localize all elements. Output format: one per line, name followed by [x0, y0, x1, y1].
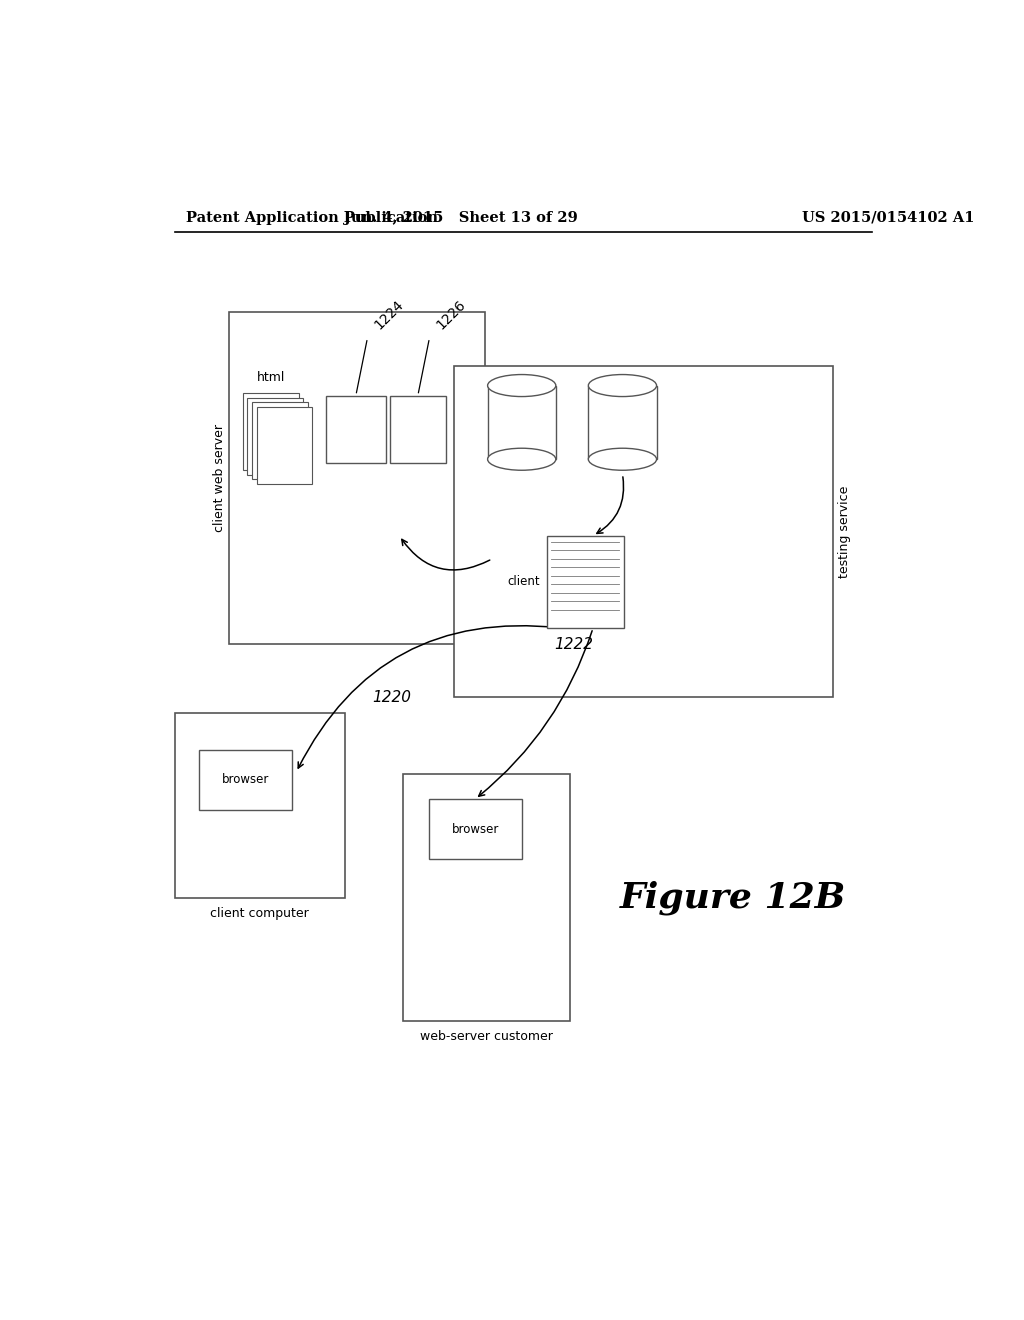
Bar [228, 313, 484, 644]
Text: 1222: 1222 [554, 638, 593, 652]
Ellipse shape [487, 449, 556, 470]
Bar [390, 396, 445, 463]
Bar [429, 799, 521, 859]
Bar [252, 403, 308, 479]
Text: web-server customer: web-server customer [420, 1030, 553, 1043]
Text: testing service: testing service [838, 486, 851, 578]
Text: Jun. 4, 2015   Sheet 13 of 29: Jun. 4, 2015 Sheet 13 of 29 [344, 211, 579, 224]
Bar [454, 367, 834, 697]
Text: 1224: 1224 [372, 298, 407, 333]
Text: US 2015/0154102 A1: US 2015/0154102 A1 [802, 211, 975, 224]
Ellipse shape [589, 449, 656, 470]
Text: statistics
database: statistics database [597, 417, 648, 438]
Text: client computer: client computer [210, 907, 309, 920]
Bar [547, 536, 624, 628]
Bar [174, 713, 345, 898]
Text: client web server: client web server [213, 424, 226, 532]
Ellipse shape [487, 375, 556, 396]
Bar [200, 750, 292, 809]
Bar [243, 393, 299, 470]
Bar [326, 396, 386, 463]
Bar [589, 385, 656, 459]
Text: Figure 12B: Figure 12B [620, 880, 846, 915]
Bar [403, 775, 569, 1020]
Text: 1226: 1226 [433, 297, 468, 333]
Text: browser: browser [452, 822, 499, 836]
Bar [248, 397, 303, 475]
Bar [257, 407, 312, 484]
Ellipse shape [589, 375, 656, 396]
Text: Patent Application Publication: Patent Application Publication [186, 211, 438, 224]
Text: library,
key file: library, key file [502, 417, 542, 438]
Bar [487, 385, 556, 459]
Text: client: client [508, 576, 541, 589]
Text: library: library [337, 422, 375, 436]
Text: 1220: 1220 [372, 690, 411, 705]
Text: browser: browser [222, 774, 269, 787]
Text: html: html [256, 371, 285, 384]
Text: key file: key file [396, 422, 439, 436]
